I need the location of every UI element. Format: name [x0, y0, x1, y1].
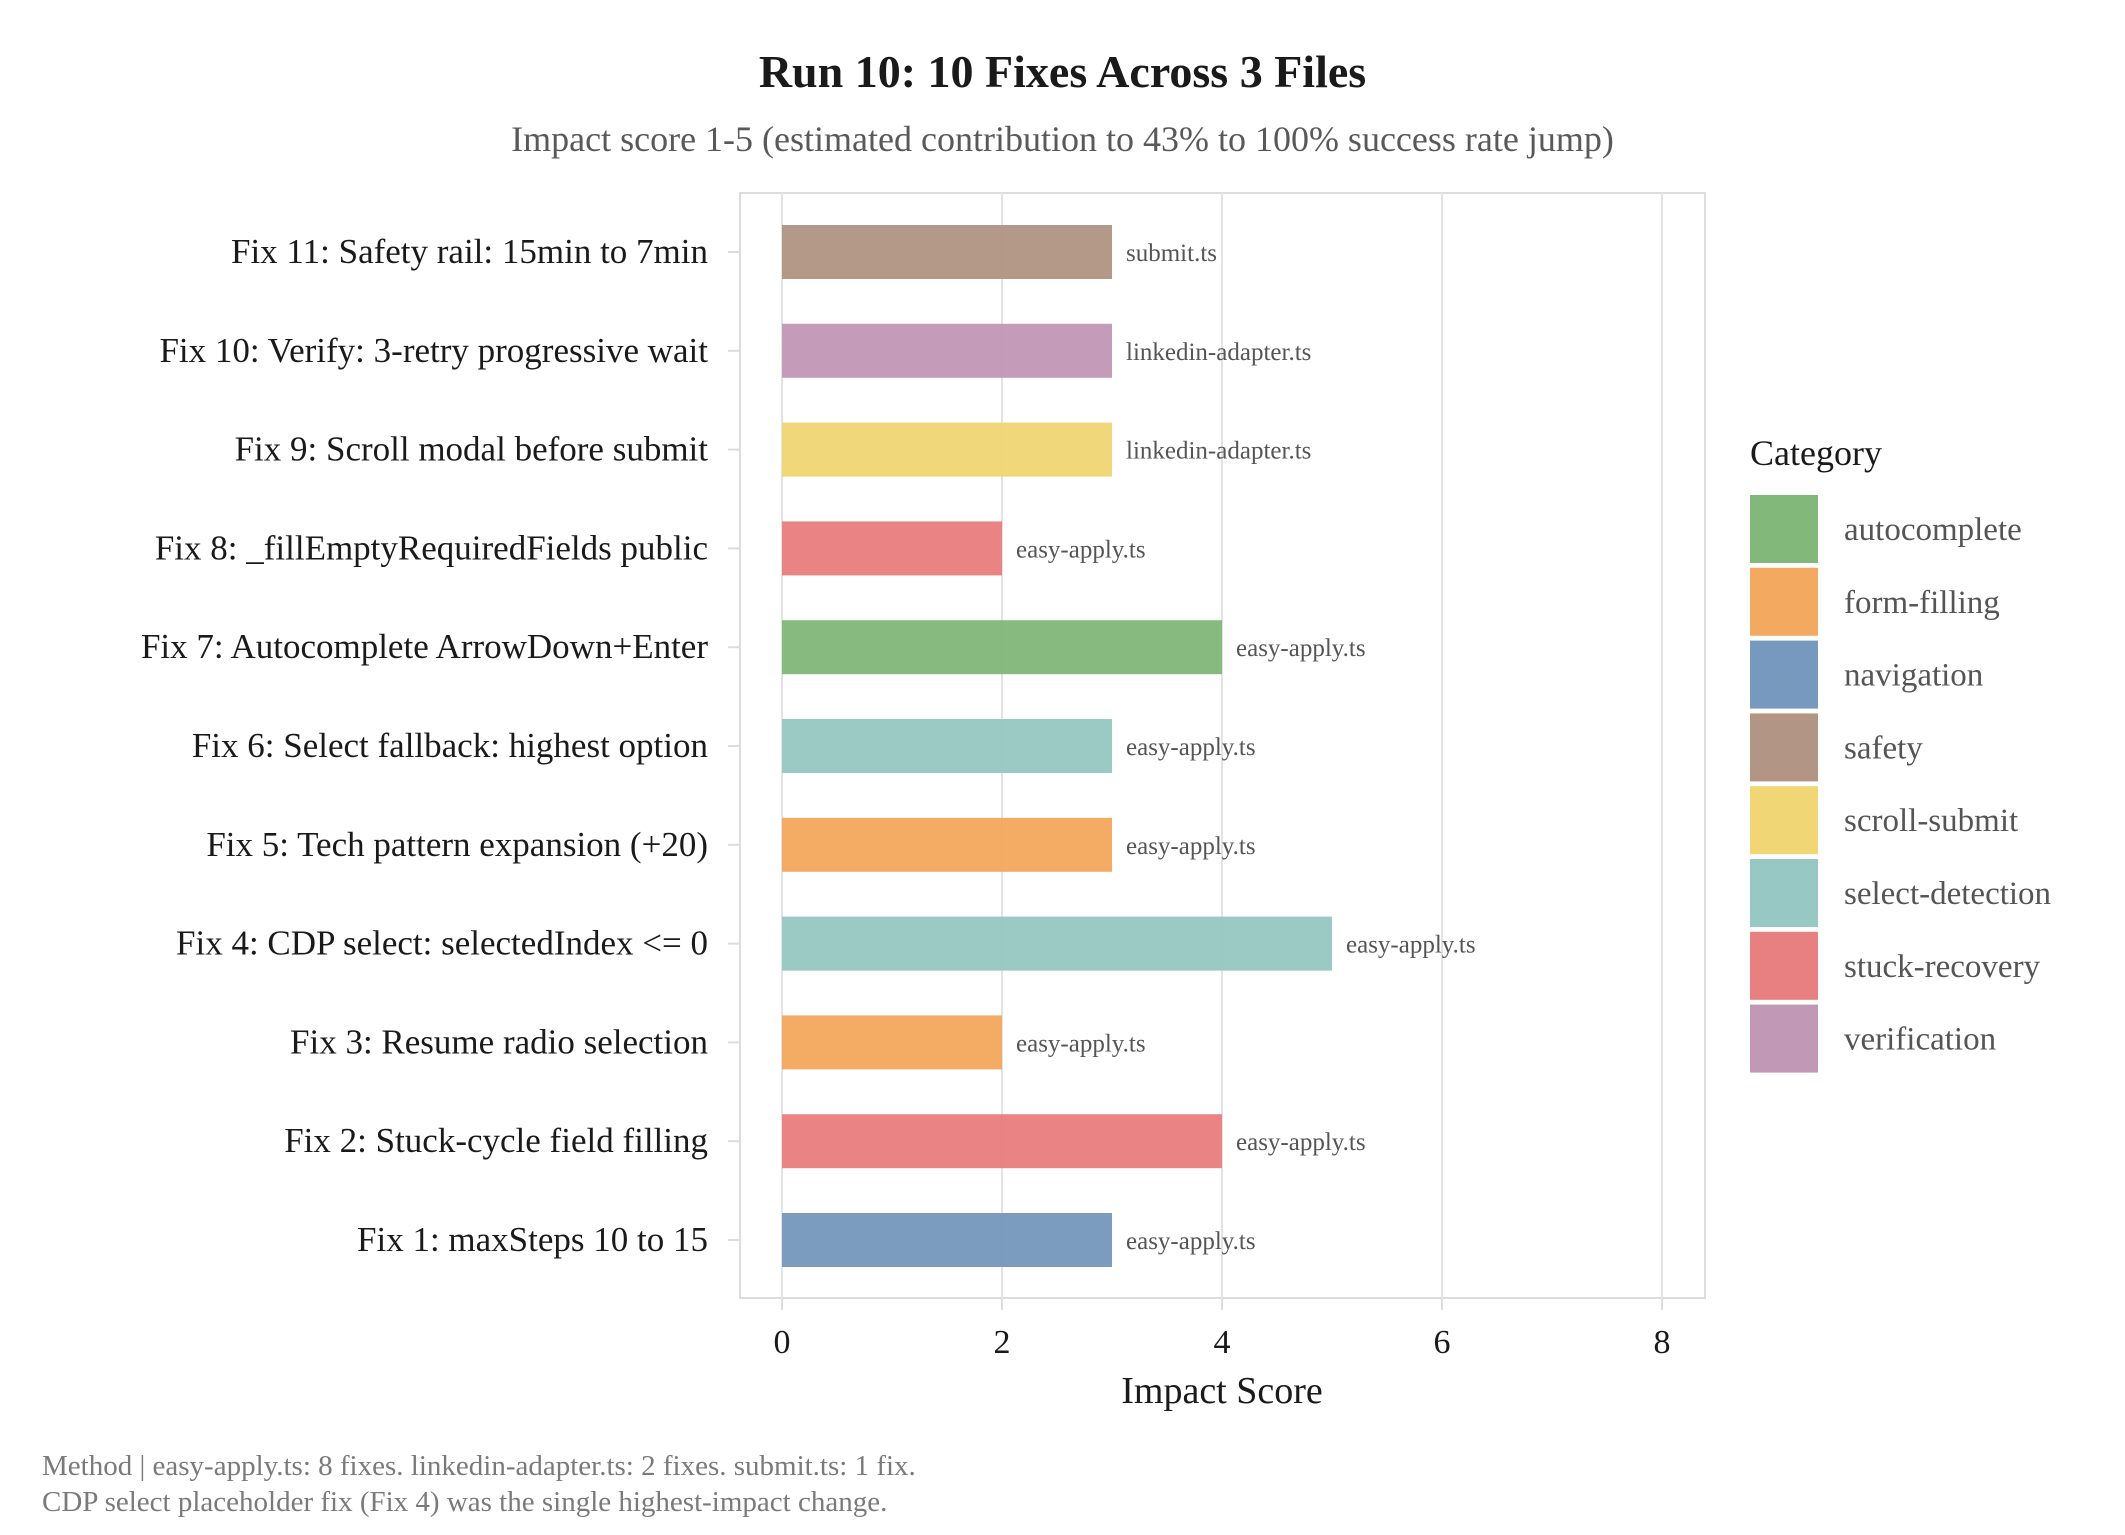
axis-layer: 0 2 4 6 8 Impact Score Fix 11: Safety rail: 15… — [141, 232, 1671, 1412]
y-tick-label: Fix 9: Scroll modal before submit — [235, 430, 709, 469]
bar — [782, 1213, 1112, 1267]
y-tick-label: Fix 2: Stuck-cycle field filling — [284, 1121, 708, 1160]
bar-value-label: easy-apply.ts — [1236, 635, 1366, 662]
y-tick-label: Fix 5: Tech pattern expansion (+20) — [206, 825, 708, 864]
legend-item: select-detection — [1750, 859, 2051, 927]
bar — [782, 1015, 1002, 1070]
legend-label: select-detection — [1844, 876, 2051, 912]
chart-title: Run 10: 10 Fixes Across 3 Files — [758, 46, 1367, 97]
legend-swatch — [1750, 1004, 1818, 1073]
legend-label: form-filling — [1844, 585, 2000, 621]
bar — [782, 817, 1112, 872]
legend-label: navigation — [1844, 658, 1983, 694]
x-axis-label: Impact Score — [1121, 1370, 1323, 1412]
bar — [782, 620, 1222, 675]
legend-title: Category — [1750, 433, 1882, 473]
legend-item: stuck-recovery — [1750, 931, 2041, 1000]
bar — [782, 719, 1112, 773]
legend-label: safety — [1844, 730, 1923, 766]
bar-value-label: easy-apply.ts — [1346, 932, 1476, 959]
bar-value-label: linkedin-adapter.ts — [1126, 339, 1311, 366]
legend-label: verification — [1844, 1022, 1996, 1058]
bar — [782, 422, 1112, 477]
legend-swatch — [1750, 786, 1818, 855]
bar-value-label: easy-apply.ts — [1016, 1030, 1146, 1057]
chart-subtitle: Impact score 1-5 (estimated contribution… — [511, 119, 1614, 159]
bar-value-label: linkedin-adapter.ts — [1126, 438, 1311, 465]
y-tick-label: Fix 7: Autocomplete ArrowDown+Enter — [141, 627, 708, 666]
legend-item: safety — [1750, 713, 1923, 782]
legend-item: navigation — [1750, 640, 1983, 709]
bar — [782, 323, 1112, 378]
bar-value-label: easy-apply.ts — [1126, 833, 1256, 860]
legend-item: verification — [1750, 1004, 1996, 1073]
y-tick-label: Fix 3: Resume radio selection — [290, 1022, 708, 1061]
x-tick-label: 2 — [994, 1324, 1011, 1361]
legend-label: stuck-recovery — [1844, 949, 2041, 985]
x-tick-label: 6 — [1434, 1324, 1451, 1361]
x-tick-label: 8 — [1654, 1324, 1671, 1361]
y-tick-label: Fix 1: maxSteps 10 to 15 — [357, 1220, 708, 1259]
footer-line-1: Method | easy-apply.ts: 8 fixes. linkedi… — [42, 1450, 916, 1482]
x-tick-label: 4 — [1214, 1324, 1231, 1361]
legend-label: scroll-submit — [1844, 803, 2018, 839]
bar-value-label: easy-apply.ts — [1016, 536, 1146, 563]
bar-value-label: easy-apply.ts — [1236, 1129, 1366, 1156]
y-tick-label: Fix 8: _fillEmptyRequiredFields public — [155, 528, 708, 567]
bar — [782, 521, 1002, 576]
legend-swatch — [1750, 931, 1818, 1000]
legend-swatch — [1750, 495, 1818, 563]
bar-layer — [782, 225, 1332, 1267]
legend-label: autocomplete — [1844, 512, 2022, 548]
bar — [782, 916, 1332, 971]
y-tick-label: Fix 10: Verify: 3-retry progressive wait — [159, 331, 708, 370]
y-tick-label: Fix 11: Safety rail: 15min to 7min — [231, 232, 708, 271]
y-tick-label: Fix 6: Select fallback: highest option — [192, 726, 708, 765]
legend-item: autocomplete — [1750, 495, 2022, 563]
legend-item: scroll-submit — [1750, 786, 2018, 855]
legend-swatch — [1750, 859, 1818, 927]
footer-note: Method | easy-apply.ts: 8 fixes. linkedi… — [42, 1448, 916, 1520]
bar-value-label: easy-apply.ts — [1126, 1228, 1256, 1255]
legend: Category autocomplete form-filling navigati… — [1750, 433, 2051, 1073]
legend-swatch — [1750, 713, 1818, 782]
label-layer: submit.ts linkedin-adapter.ts linkedin-ada… — [1016, 240, 1476, 1255]
legend-item: form-filling — [1750, 567, 2000, 636]
legend-swatch — [1750, 567, 1818, 636]
y-tick-label: Fix 4: CDP select: selectedIndex <= 0 — [176, 924, 708, 963]
legend-swatch — [1750, 640, 1818, 709]
bar — [782, 225, 1112, 279]
bar-value-label: easy-apply.ts — [1126, 734, 1256, 761]
bar-value-label: submit.ts — [1126, 240, 1217, 267]
footer-line-2: CDP select placeholder fix (Fix 4) was t… — [42, 1486, 888, 1518]
bar — [782, 1114, 1222, 1169]
x-tick-label: 0 — [774, 1324, 791, 1361]
